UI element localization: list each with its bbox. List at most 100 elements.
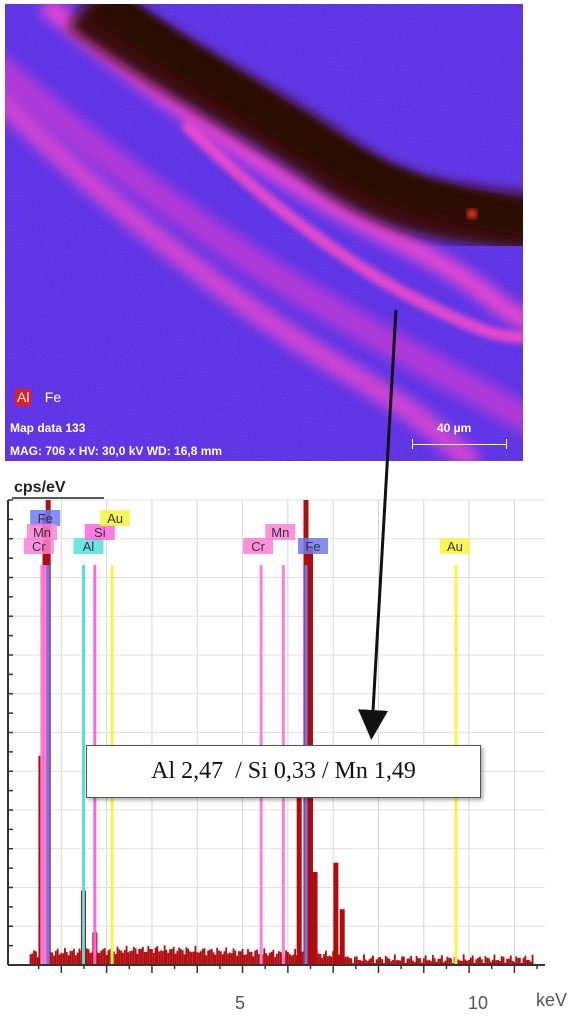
spectrum-bar xyxy=(156,946,159,965)
spectrum-bar xyxy=(413,962,416,965)
spectrum-bar xyxy=(174,953,177,965)
legend-swatch-al: Al xyxy=(15,389,32,406)
spectrum-bar xyxy=(183,954,186,965)
spectrum-bar xyxy=(100,950,103,965)
spectrum-bar xyxy=(450,958,452,965)
spectrum-bar xyxy=(486,957,489,965)
spectrum-bar xyxy=(116,946,119,965)
spectrum-bar xyxy=(120,950,123,965)
spectrum-bar xyxy=(489,961,492,965)
spectrum-bar xyxy=(346,956,349,965)
spectrum-bar xyxy=(368,959,371,965)
spectrum-bar xyxy=(268,952,271,965)
spectrum-bar xyxy=(248,951,251,965)
spectrum-bar xyxy=(225,947,228,965)
spectrum-bar xyxy=(294,948,297,965)
spectrum-bar xyxy=(348,958,351,965)
spectrum-bar xyxy=(147,945,150,965)
spectrum-bar xyxy=(301,951,304,965)
y-axis-label: cps/eV xyxy=(14,479,66,496)
spectrum-bar xyxy=(388,958,391,965)
x-axis-label: keV xyxy=(536,990,567,1010)
spectrum-bar xyxy=(395,960,398,965)
spectrum-bar xyxy=(196,952,199,965)
spectrum-bar xyxy=(354,956,356,965)
spectrum-bar xyxy=(236,955,239,965)
spectrum-bar xyxy=(151,949,153,965)
spectrum-bar xyxy=(250,951,253,965)
spectrum-bar xyxy=(317,953,320,965)
spectrum-bar xyxy=(277,951,280,965)
spectrum-bar xyxy=(355,956,358,965)
spectrum-bar xyxy=(386,957,389,965)
spectrum-bar xyxy=(370,957,373,965)
spectrum-bar xyxy=(114,954,117,965)
spectrum-bar xyxy=(515,956,518,965)
composition-callout: Al 2,47 / Si 0,33 / Mn 1,49 xyxy=(86,745,481,798)
spectrum-bar xyxy=(428,959,431,965)
spectrum-bar xyxy=(439,958,442,965)
spectrum-bar xyxy=(442,962,445,965)
spectrum-bar xyxy=(74,955,77,965)
spectrum-bar xyxy=(169,949,171,965)
spectrum-bar xyxy=(475,959,478,965)
spectrum-bar xyxy=(332,951,335,965)
map-title: Map data 133 xyxy=(10,421,86,435)
spectrum-bar xyxy=(212,952,215,965)
spectrum-bar xyxy=(424,955,427,965)
spectrum-bar xyxy=(460,960,463,965)
marker-label-al: Al xyxy=(83,539,95,554)
spectrum-bar xyxy=(504,962,507,965)
spectrum-bar xyxy=(518,957,521,965)
marker-label-cr: Cr xyxy=(32,539,46,554)
spectrum-bar xyxy=(230,953,233,965)
spectrum-bar xyxy=(53,955,55,965)
spectrum-bar xyxy=(192,951,195,965)
spectrum-bar xyxy=(234,950,237,965)
spectrum-bar xyxy=(89,952,92,965)
spectrum-bar xyxy=(286,951,289,965)
spectrum-bar xyxy=(243,954,246,965)
spectrum-bar xyxy=(33,950,36,965)
spectrum-bar xyxy=(245,954,248,965)
spectrum-bar xyxy=(62,953,65,965)
spectrum-bar xyxy=(491,959,494,965)
spectrum-bar xyxy=(381,959,384,965)
spectrum-bar xyxy=(76,952,79,965)
spectrum-bar xyxy=(402,956,405,965)
spectrum-bar xyxy=(241,948,244,965)
marker-label-cr: Cr xyxy=(251,539,265,554)
spectrum-bar xyxy=(393,954,396,965)
spectrum-bar xyxy=(493,954,496,965)
spectrum-bar xyxy=(221,954,224,965)
spectrum-bar xyxy=(247,949,249,965)
map-legend: Al Fe xyxy=(15,389,61,406)
spectrum-bar xyxy=(344,956,347,965)
spectrum-bar xyxy=(170,948,173,965)
spectrum-bar xyxy=(129,951,132,965)
spectrum-bar xyxy=(165,949,168,965)
spectrum-bar xyxy=(254,950,257,965)
spectrum-bar xyxy=(513,961,516,965)
spectrum-bar xyxy=(433,958,436,965)
spectrum-bar xyxy=(73,948,75,965)
spectrum-bar xyxy=(185,947,188,965)
spectrum-bar xyxy=(350,958,353,965)
spectrum-bar xyxy=(508,958,510,965)
spectrum-bar xyxy=(267,955,269,965)
spectrum-bar xyxy=(500,956,503,965)
spectrum-bar xyxy=(288,953,291,965)
spectrum-peak xyxy=(333,862,339,965)
spectrum-bar xyxy=(122,952,124,965)
spectrum-bar xyxy=(497,959,500,965)
spectrum-bar xyxy=(36,957,39,965)
spectrum-bar xyxy=(143,951,146,965)
marker-label-mn: Mn xyxy=(33,525,51,540)
spectrum-bar xyxy=(194,945,197,965)
spectrum-bar xyxy=(60,952,63,965)
spectrum-bar xyxy=(109,948,112,965)
spectrum-bar xyxy=(479,956,481,965)
spectrum-bar xyxy=(181,950,184,965)
spectrum-bar xyxy=(435,962,438,965)
